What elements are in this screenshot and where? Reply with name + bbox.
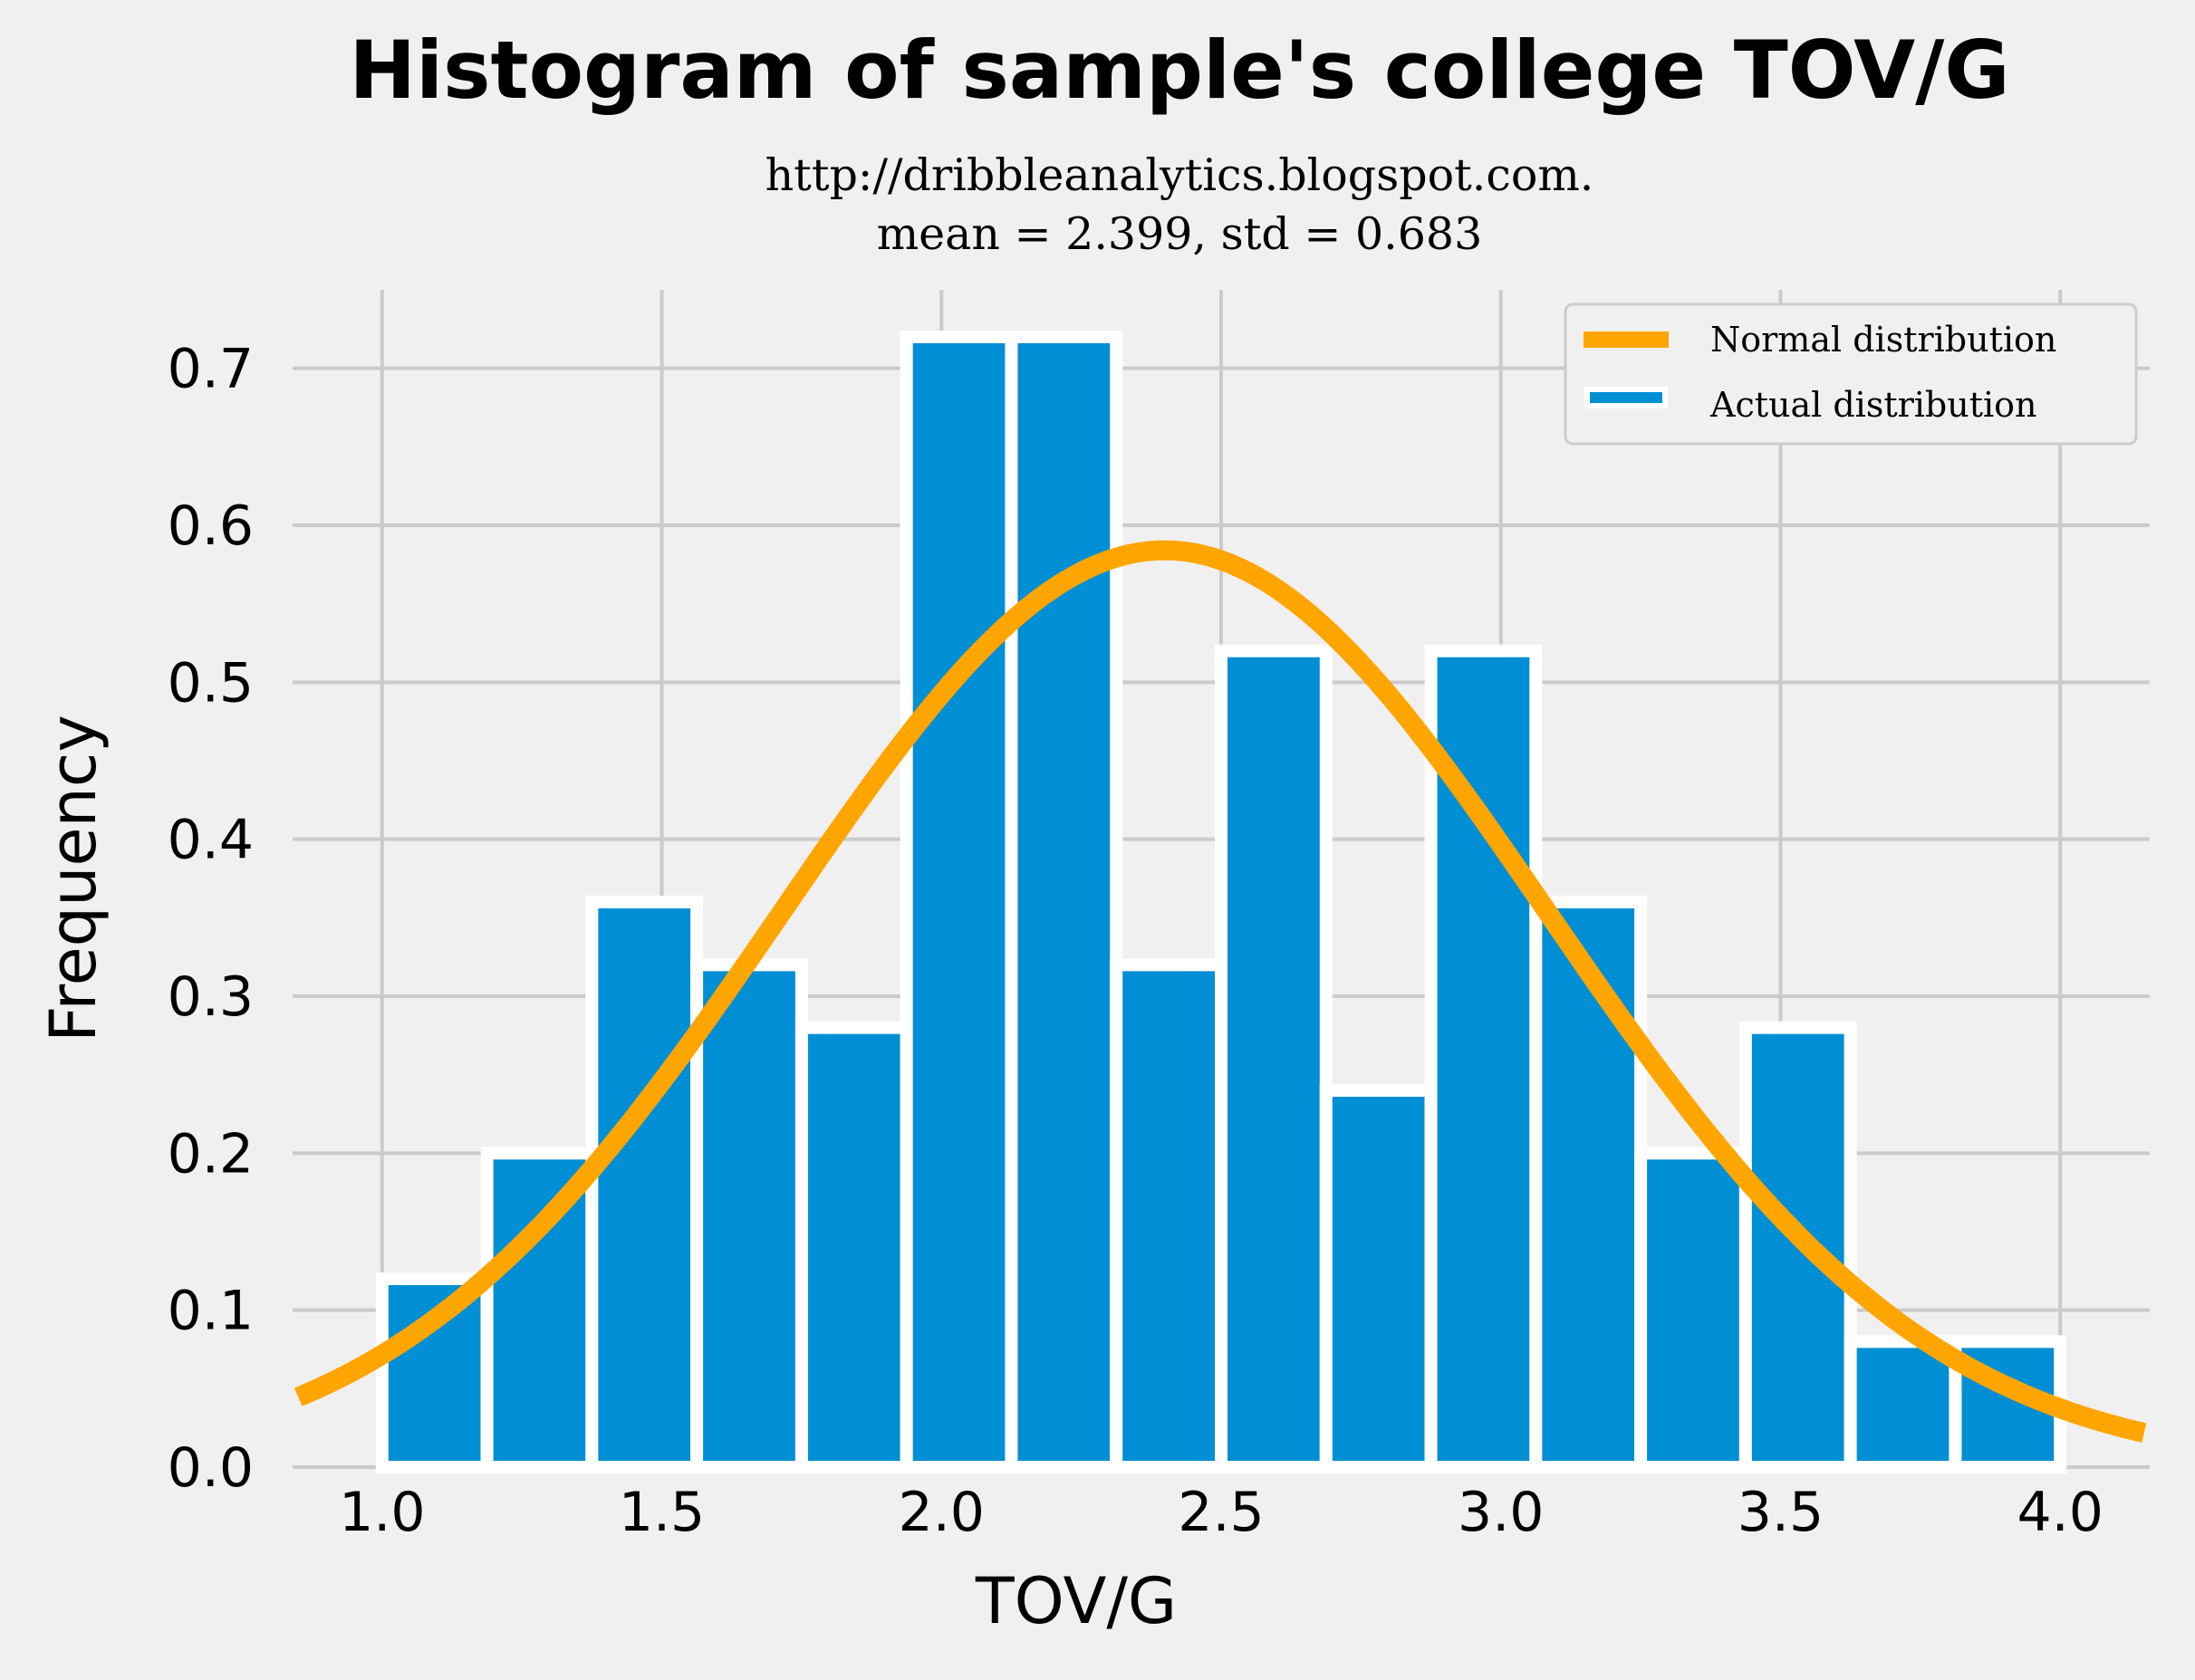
x-tick-label: 3.0 (1458, 1481, 1544, 1544)
y-tick-label: 0.7 (168, 338, 254, 401)
x-axis-label: TOV/G (975, 1564, 1177, 1638)
y-tick-labels: 0.0 0.1 0.2 0.3 0.4 0.5 0.6 0.7 (168, 338, 254, 1500)
chart-subtitle-line-1: http://dribbleanalytics.blogspot.com. (765, 149, 1594, 201)
y-tick-label: 0.0 (168, 1436, 254, 1500)
y-axis-label: Frequency (36, 715, 111, 1042)
legend: Normal distribution Actual distribution (1564, 302, 2138, 446)
histogram-bar (1738, 1021, 1857, 1474)
x-tick-label: 2.0 (899, 1481, 985, 1544)
y-tick-label: 0.1 (168, 1280, 254, 1343)
histogram-bar (1319, 1084, 1438, 1474)
chart-subtitle-line-2: mean = 2.399, std = 0.683 (877, 208, 1483, 260)
histogram-bar (690, 958, 808, 1474)
y-tick-label: 0.2 (168, 1122, 254, 1186)
x-tick-label: 3.5 (1738, 1481, 1824, 1544)
legend-label-normal: Normal distribution (1710, 320, 2056, 360)
y-tick-label: 0.6 (168, 494, 254, 558)
legend-swatch-actual (1584, 387, 1668, 408)
y-tick-label: 0.4 (168, 809, 254, 872)
histogram-bar (1634, 1147, 1752, 1474)
histogram-bar (1005, 331, 1123, 1474)
histogram-bar (900, 331, 1018, 1474)
x-tick-label: 2.5 (1178, 1481, 1264, 1544)
histogram-bar (1215, 644, 1333, 1474)
histogram-bar (794, 1021, 913, 1474)
x-tick-label: 4.0 (2017, 1481, 2103, 1544)
x-tick-label: 1.5 (619, 1481, 705, 1544)
legend-label-actual: Actual distribution (1709, 385, 2037, 425)
chart-title: Histogram of sample's college TOV/G (349, 24, 2009, 117)
x-tick-labels: 1.0 1.5 2.0 2.5 3.0 3.5 4.0 (339, 1481, 2104, 1544)
normal-distribution-curve (294, 540, 2147, 1443)
histogram-bars (375, 331, 2067, 1474)
normal-curve-layer (294, 540, 2147, 1443)
histogram-bar (585, 896, 704, 1474)
x-tick-label: 1.0 (339, 1481, 425, 1544)
y-tick-label: 0.3 (168, 965, 254, 1029)
histogram-bar (1110, 958, 1227, 1474)
histogram-bar (480, 1147, 599, 1474)
legend-frame (1564, 302, 2138, 446)
y-tick-label: 0.5 (168, 651, 254, 715)
